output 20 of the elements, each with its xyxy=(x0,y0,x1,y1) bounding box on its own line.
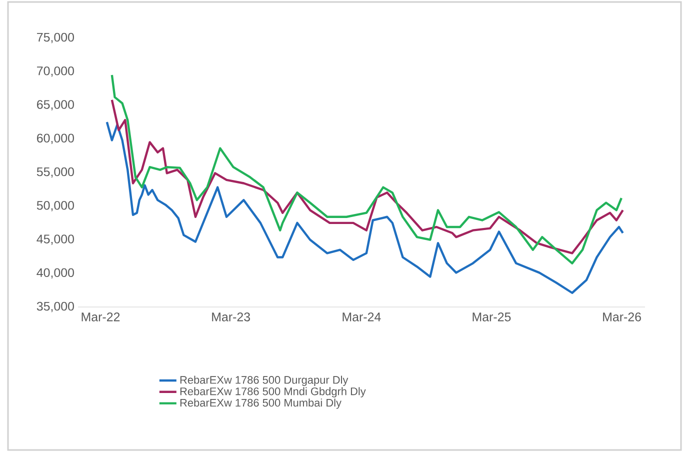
line-series xyxy=(110,74,623,264)
x-tick-label: Mar-22 xyxy=(82,312,120,322)
y-tick-label: 65,000 xyxy=(37,100,74,110)
legend-label: RebarEXw 1786 500 Durgapur Dly xyxy=(180,376,348,386)
legend-label: RebarEXw 1786 500 Mumbai Dly xyxy=(180,398,342,409)
y-tick-label: 40,000 xyxy=(36,268,74,279)
legend-label: RebarEXw 1786 500 Mndi Gbdgrh Dly xyxy=(180,387,366,398)
y-tick-label: 75,000 xyxy=(37,32,74,44)
x-tick-label: Mar-26 xyxy=(603,312,641,322)
y-tick-label: 55,000 xyxy=(36,167,74,178)
y-tick-label: 60,000 xyxy=(37,134,74,144)
line-series xyxy=(110,98,624,254)
y-tick-label: 50,000 xyxy=(36,200,74,212)
x-tick-label: Mar-25 xyxy=(472,312,511,322)
y-tick-label: 70,000 xyxy=(37,66,74,77)
x-tick-label: Mar-24 xyxy=(342,312,381,322)
y-tick-label: 35,000 xyxy=(36,302,74,312)
x-tick-label: Mar-23 xyxy=(212,312,250,322)
y-tick-label: 45,000 xyxy=(36,234,74,245)
line-series xyxy=(106,120,624,294)
